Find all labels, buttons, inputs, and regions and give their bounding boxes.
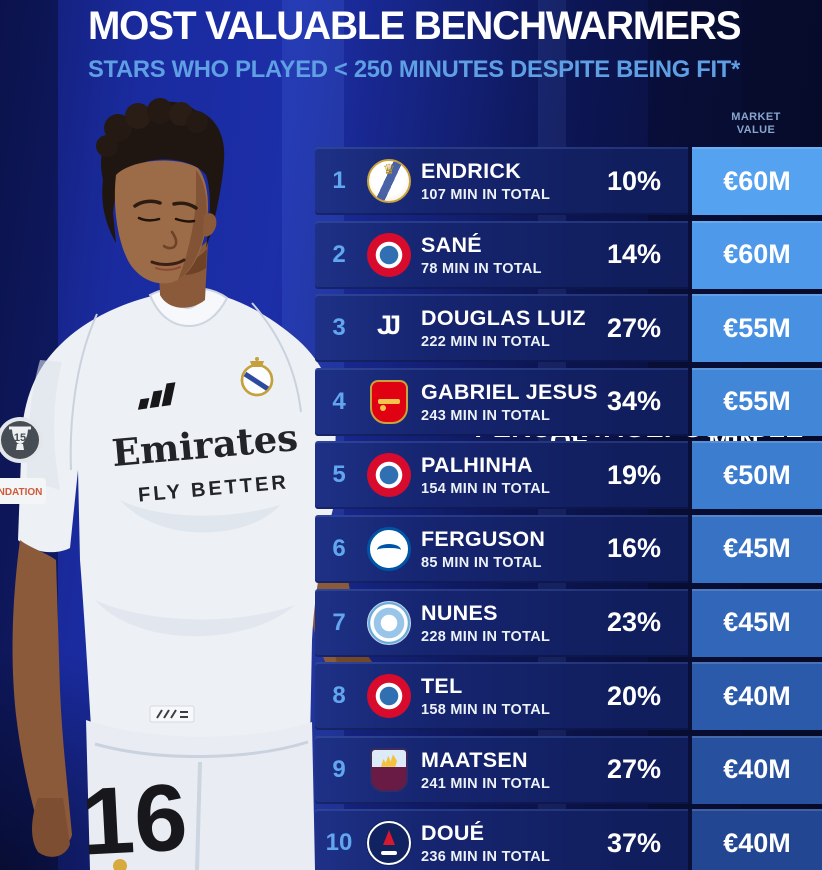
player-name: SANÉ xyxy=(421,232,482,257)
percentage-value: 19% xyxy=(606,459,662,490)
percentage-value: 23% xyxy=(606,607,662,638)
percentage-value: 16% xyxy=(606,533,662,564)
club-badge-man-city xyxy=(367,600,411,645)
club-badge-bayern xyxy=(367,232,411,277)
rank-number: 4 xyxy=(332,387,346,415)
table-row: 8 TEL 158 MIN IN TOTAL 20% €40M xyxy=(315,662,822,731)
rank-number: 6 xyxy=(332,534,346,562)
player-name: FERGUSON xyxy=(421,526,546,551)
market-value-cell: €55M xyxy=(688,367,822,436)
player-name: DOUÉ xyxy=(421,821,485,846)
player-name: NUNES xyxy=(421,600,498,625)
market-value-cell: €40M xyxy=(688,735,822,804)
rank-number: 7 xyxy=(332,608,346,636)
percentage-value: 34% xyxy=(606,386,662,417)
rank-number: 8 xyxy=(332,682,346,710)
player-minutes: 85 MIN IN TOTAL xyxy=(421,554,542,571)
club-badge-aston-villa xyxy=(370,747,408,792)
club-badge-juventus xyxy=(367,306,411,350)
player-minutes: 228 MIN IN TOTAL xyxy=(421,628,551,645)
player-name: MAATSEN xyxy=(421,747,528,772)
club-badge-real-madrid xyxy=(367,159,411,203)
club-badge-psg xyxy=(367,821,411,866)
market-value-cell: €60M xyxy=(688,220,822,289)
table-rows: 1 ENDRICK 107 MIN IN TOTAL 10% €60M 2 SA… xyxy=(315,147,822,870)
table-row: 6 FERGUSON 85 MIN IN TOTAL 16% €45M xyxy=(315,514,822,583)
percentage-value: 27% xyxy=(606,312,662,343)
rank-number: 3 xyxy=(332,314,346,342)
page-title: MOST VALUABLE BENCHWARMERS xyxy=(88,4,741,48)
table-row: 9 MAATSEN 241 MIN IN TOTAL 27% €40M xyxy=(315,735,822,804)
percentage-value: 10% xyxy=(606,165,662,196)
percentage-value: 20% xyxy=(606,680,662,711)
column-header-market-value: MARKET VALUE xyxy=(731,111,781,136)
table-row: 2 SANÉ 78 MIN IN TOTAL 14% €60M xyxy=(315,220,822,289)
market-value-cell: €55M xyxy=(688,294,822,363)
club-badge-arsenal xyxy=(370,379,408,424)
rank-number: 5 xyxy=(332,461,346,489)
club-badge-bayern xyxy=(367,674,411,719)
player-minutes: 158 MIN IN TOTAL xyxy=(421,702,551,719)
player-name: PALHINHA xyxy=(421,453,533,478)
market-value-cell: €50M xyxy=(688,441,822,510)
player-minutes: 222 MIN IN TOTAL xyxy=(421,334,551,351)
percentage-value: 14% xyxy=(606,239,662,270)
player-minutes: 107 MIN IN TOTAL xyxy=(421,187,551,203)
market-value-cell: €45M xyxy=(688,588,822,657)
player-name: ENDRICK xyxy=(421,159,522,183)
player-minutes: 241 MIN IN TOTAL xyxy=(421,775,551,792)
percentage-value: 37% xyxy=(606,827,662,858)
rank-number: 1 xyxy=(332,167,346,194)
club-badge-bayern xyxy=(367,453,411,498)
player-minutes: 154 MIN IN TOTAL xyxy=(421,481,551,498)
player-name: TEL xyxy=(421,674,463,699)
table-row: 10 DOUÉ 236 MIN IN TOTAL 37% €40M xyxy=(315,809,822,870)
market-value-cell: €40M xyxy=(688,809,822,870)
table-row: 7 NUNES 228 MIN IN TOTAL 23% €45M xyxy=(315,588,822,657)
player-minutes: 236 MIN IN TOTAL xyxy=(421,849,551,866)
rank-number: 9 xyxy=(332,755,346,783)
percentage-value: 27% xyxy=(606,754,662,785)
player-minutes: 78 MIN IN TOTAL xyxy=(421,260,542,277)
rank-number: 2 xyxy=(332,240,346,268)
table-row: 3 DOUGLAS LUIZ 222 MIN IN TOTAL 27% €55M xyxy=(315,294,822,363)
market-value-cell: €60M xyxy=(688,147,822,215)
player-name: DOUGLAS LUIZ xyxy=(421,306,586,331)
table-row: 5 PALHINHA 154 MIN IN TOTAL 19% €50M xyxy=(315,441,822,510)
header: MOST VALUABLE BENCHWARMERS STARS WHO PLA… xyxy=(88,4,741,84)
club-badge-brighton xyxy=(367,526,411,571)
player-minutes: 243 MIN IN TOTAL xyxy=(421,407,551,424)
rank-number: 10 xyxy=(325,829,353,857)
page-subtitle: STARS WHO PLAYED < 250 MINUTES DESPITE B… xyxy=(88,56,740,83)
market-value-cell: €40M xyxy=(688,662,822,731)
market-value-cell: €45M xyxy=(688,514,822,583)
table-row: 4 GABRIEL JESUS 243 MIN IN TOTAL 34% €55… xyxy=(315,367,822,436)
table-row: 1 ENDRICK 107 MIN IN TOTAL 10% €60M xyxy=(315,147,822,215)
player-name: GABRIEL JESUS xyxy=(421,379,598,404)
